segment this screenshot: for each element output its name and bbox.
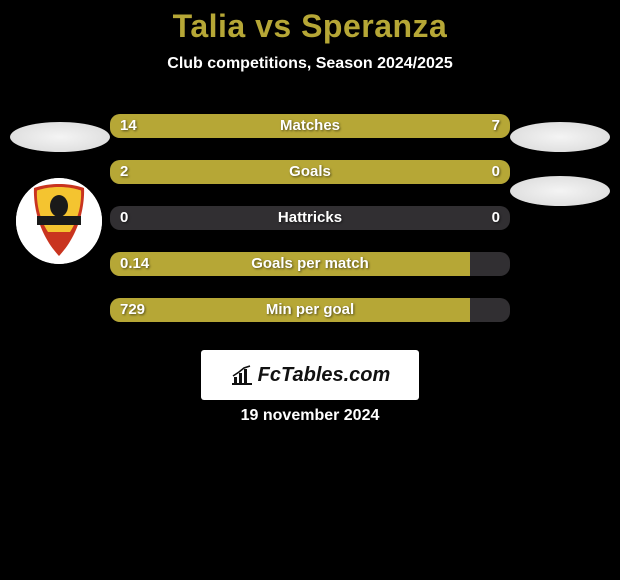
metric-label: Goals — [110, 160, 510, 184]
player-right-silhouette — [510, 122, 610, 152]
page-title: Talia vs Speranza — [0, 0, 620, 45]
value-right: 0 — [492, 160, 500, 184]
stat-row: 0.14Goals per match — [110, 252, 510, 276]
subtitle: Club competitions, Season 2024/2025 — [0, 55, 620, 73]
brand-badge: FcTables.com — [201, 350, 419, 400]
value-right: 0 — [492, 206, 500, 230]
metric-label: Matches — [110, 114, 510, 138]
value-right: 7 — [492, 114, 500, 138]
stat-row: 14Matches7 — [110, 114, 510, 138]
bar-chart-icon — [230, 365, 254, 385]
team-right-crest-placeholder — [510, 176, 610, 206]
comparison-infographic: Talia vs Speranza Club competitions, Sea… — [0, 0, 620, 580]
stat-row: 0Hattricks0 — [110, 206, 510, 230]
metric-label: Goals per match — [110, 252, 510, 276]
stat-row: 2Goals0 — [110, 160, 510, 184]
shield-icon — [16, 178, 102, 264]
stats-table: 14Matches72Goals00Hattricks00.14Goals pe… — [110, 114, 510, 344]
team-left-crest — [16, 178, 102, 264]
stat-row: 729Min per goal — [110, 298, 510, 322]
player-left-silhouette — [10, 122, 110, 152]
metric-label: Hattricks — [110, 206, 510, 230]
date-label: 19 november 2024 — [0, 407, 620, 425]
metric-label: Min per goal — [110, 298, 510, 322]
brand-text: FcTables.com — [258, 364, 391, 387]
